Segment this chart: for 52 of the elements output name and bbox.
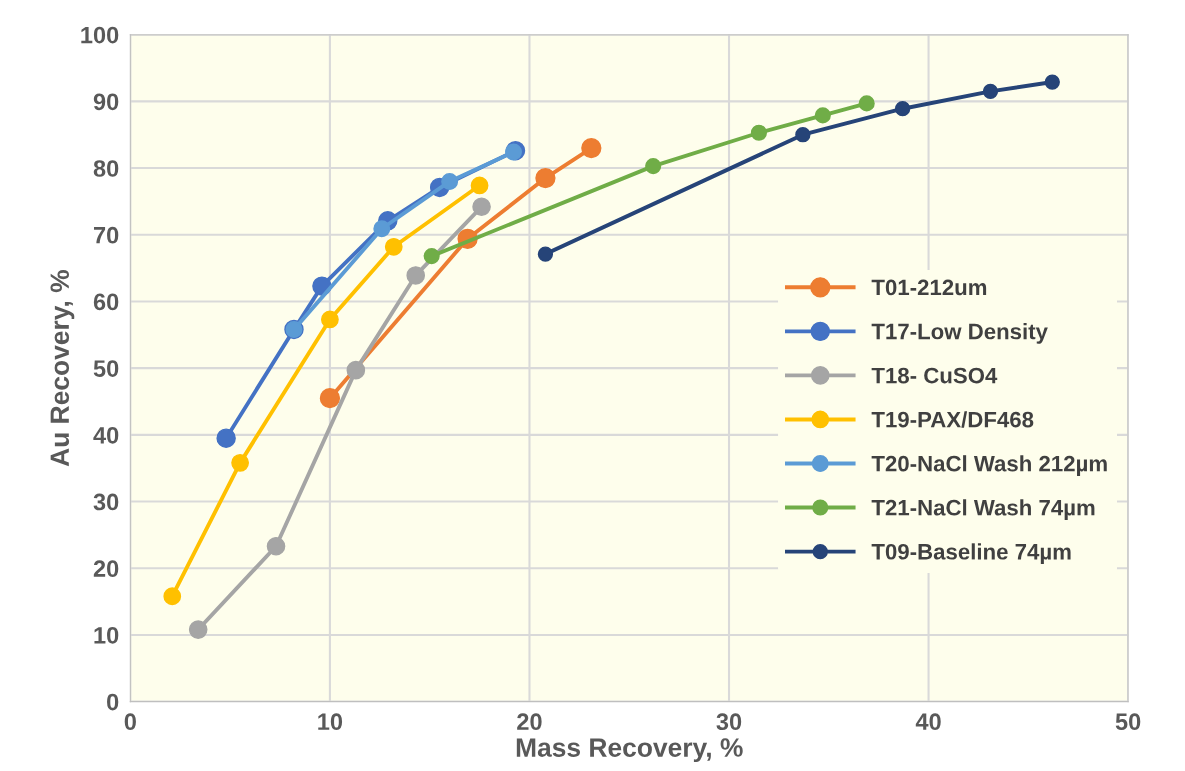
point — [750, 124, 768, 141]
y-tick-label: 40 — [93, 426, 119, 444]
y-axis-title: Au Recovery, % — [50, 270, 75, 467]
point — [472, 197, 491, 217]
point — [1044, 74, 1060, 90]
y-tick-label: 30 — [93, 493, 119, 511]
point — [231, 453, 249, 472]
point — [795, 127, 811, 143]
point — [581, 137, 602, 159]
point — [858, 95, 875, 112]
point — [384, 237, 403, 256]
point — [319, 388, 341, 409]
x-tick-label: 50 — [1115, 713, 1141, 731]
y-tick-label: 20 — [93, 560, 119, 578]
point — [346, 360, 366, 380]
point — [406, 266, 426, 285]
legend-label: T19-PAX/DF468 — [871, 411, 1034, 428]
point — [373, 220, 391, 238]
x-axis-title: Mass Recovery, % — [516, 738, 743, 763]
legend-label: T18- CuSO4 — [871, 367, 998, 384]
x-tick-label: 10 — [318, 713, 343, 731]
point — [535, 167, 556, 189]
legend-label: T21-NaCl Wash 74µm — [871, 499, 1095, 520]
y-tick-label: 0 — [107, 693, 119, 711]
y-tick-label: 90 — [93, 93, 119, 111]
legend-label: T09-Baseline 74µm — [871, 543, 1071, 565]
x-tick-label: 20 — [517, 713, 542, 731]
y-tick-label: 80 — [93, 160, 119, 177]
y-tick-label: 100 — [81, 26, 119, 44]
x-tick-label: 0 — [124, 713, 136, 731]
point — [982, 83, 999, 100]
legend-label: T17-Low Density — [871, 323, 1048, 344]
point — [470, 176, 489, 195]
point — [266, 536, 286, 556]
y-tick-label: 70 — [93, 226, 119, 244]
point — [216, 428, 236, 448]
x-tick-label: 40 — [915, 713, 941, 731]
point — [894, 101, 911, 117]
point — [321, 310, 339, 329]
legend-label: T20-NaCl Wash 212µm — [871, 455, 1107, 476]
point — [537, 246, 554, 262]
point — [188, 620, 208, 639]
point — [423, 248, 440, 265]
legend-label: T01-212um — [871, 279, 987, 296]
point — [814, 107, 831, 124]
point — [441, 172, 459, 190]
y-tick-label: 50 — [93, 360, 119, 377]
point — [163, 587, 182, 606]
x-tick-label: 30 — [716, 713, 742, 731]
y-tick-label: 60 — [93, 293, 119, 311]
y-tick-label: 10 — [94, 626, 119, 644]
point — [645, 158, 662, 175]
